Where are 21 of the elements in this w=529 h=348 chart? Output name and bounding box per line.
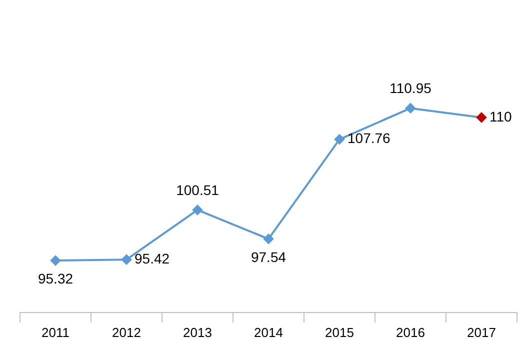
data-label: 107.76	[348, 130, 391, 146]
x-tick-label: 2017	[467, 324, 496, 340]
point	[334, 134, 344, 144]
data-label: 100.51	[176, 182, 220, 198]
point	[50, 256, 60, 266]
x-tick-label: 2016	[396, 324, 425, 340]
x-tick-label: 2013	[183, 324, 212, 340]
point	[264, 234, 274, 244]
point	[192, 204, 202, 215]
data-label: 110.95	[390, 80, 432, 96]
x-tick-label: 2011	[42, 324, 70, 340]
data-label: 95.42	[134, 250, 170, 266]
data-label: 110	[490, 108, 512, 124]
x-tick-label: 2012	[112, 324, 141, 340]
data-label: 95.32	[38, 270, 74, 286]
point	[476, 112, 486, 122]
x-tick-label: 2015	[325, 324, 354, 340]
data-label: 97.54	[250, 248, 286, 265]
point	[406, 103, 416, 114]
x-tick-label: 2014	[254, 324, 283, 340]
point	[122, 254, 132, 265]
